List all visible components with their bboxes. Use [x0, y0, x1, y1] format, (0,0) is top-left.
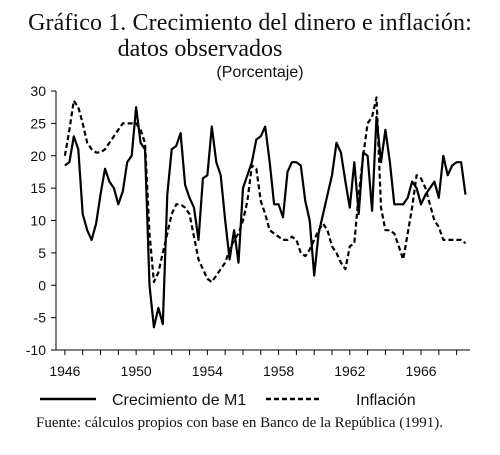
x-tick-label: 1950 [121, 363, 152, 379]
chart-series [63, 96, 467, 329]
chart-title-line2: datos observados [117, 36, 283, 62]
y-tick-label: 20 [30, 148, 46, 164]
x-tick-label: 1958 [263, 363, 294, 379]
chart-legend: Crecimiento de M1 Inflación [40, 392, 416, 409]
legend-label-inflacion: Inflación [356, 392, 416, 409]
y-tick-label: 30 [30, 83, 46, 99]
chart-axes [51, 90, 470, 355]
x-tick-label: 1954 [192, 363, 223, 379]
series-line-inflacion [63, 96, 467, 284]
chart-subtitle: (Porcentaje) [216, 64, 304, 81]
y-tick-label: 10 [30, 213, 46, 229]
x-tick-labels: 1946 1950 1954 1958 1962 1966 [49, 363, 436, 379]
series-line-m1 [64, 106, 467, 329]
y-tick-label: 5 [38, 245, 46, 261]
y-tick-labels: 30 25 20 15 10 5 0 -5 -10 [26, 83, 46, 358]
chart-title-line1: Gráfico 1. Crecimiento del dinero e infl… [28, 10, 472, 36]
y-tick-label: -10 [26, 342, 46, 358]
x-tick-label: 1946 [49, 363, 80, 379]
y-tick-label: -5 [34, 310, 47, 326]
x-tick-label: 1962 [334, 363, 365, 379]
y-tick-label: 25 [30, 115, 46, 131]
legend-label-m1: Crecimiento de M1 [112, 392, 246, 409]
y-tick-label: 0 [38, 277, 46, 293]
x-tick-label: 1966 [405, 363, 436, 379]
chart-source-note: Fuente: cálculos propios con base en Ban… [36, 415, 443, 431]
y-tick-label: 15 [30, 180, 46, 196]
